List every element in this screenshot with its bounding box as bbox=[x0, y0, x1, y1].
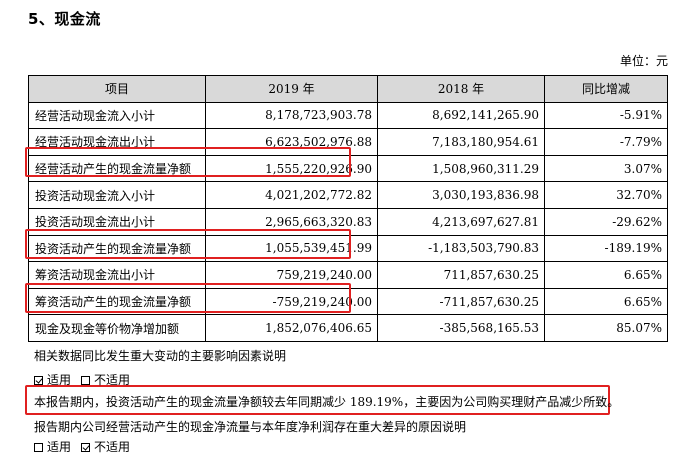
row-label: 投资活动产生的现金流量净额 bbox=[28, 234, 206, 263]
applicable-label: 适用 bbox=[47, 373, 72, 387]
value-2018: -1,183,503,790.83 bbox=[377, 234, 545, 263]
not-applicable-label: 不适用 bbox=[94, 373, 131, 387]
value-2019: 1,055,539,451.99 bbox=[205, 234, 378, 263]
value-2018: -385,568,165.53 bbox=[377, 314, 545, 342]
table-row: 经营活动现金流出小计 6,623,502,976.88 7,183,180,95… bbox=[28, 128, 668, 156]
table-row: 筹资活动产生的现金流量净额 -759,219,240.00 -711,857,6… bbox=[28, 287, 668, 316]
applicability-row-2: 适用 不适用 bbox=[34, 438, 130, 455]
checked-checkbox-icon[interactable] bbox=[81, 443, 91, 452]
header-2018: 2018 年 bbox=[377, 75, 545, 103]
table-row: 筹资活动现金流出小计 759,219,240.00 711,857,630.25… bbox=[28, 261, 668, 289]
value-2018: 4,213,697,627.81 bbox=[377, 207, 545, 236]
applicability-row: 适用 不适用 bbox=[34, 371, 130, 388]
value-2019: 1,555,220,926.90 bbox=[205, 154, 378, 183]
explanation-title: 相关数据同比发生重大变动的主要影响因素说明 bbox=[34, 349, 287, 363]
value-2019: 6,623,502,976.88 bbox=[205, 128, 378, 156]
value-change: 3.07% bbox=[544, 154, 668, 183]
value-change: -29.62% bbox=[544, 207, 668, 236]
cash-flow-table: 项目 2019 年 2018 年 同比增减 经营活动现金流入小计 8,178,7… bbox=[28, 75, 668, 342]
value-2019: 4,021,202,772.82 bbox=[205, 181, 378, 209]
value-change: -5.91% bbox=[544, 101, 668, 130]
checkbox-icon[interactable] bbox=[34, 443, 43, 452]
table-row: 经营活动产生的现金流量净额 1,555,220,926.90 1,508,960… bbox=[28, 154, 668, 183]
table-row: 投资活动现金流入小计 4,021,202,772.82 3,030,193,83… bbox=[28, 181, 668, 209]
value-change: 85.07% bbox=[544, 314, 668, 342]
row-label: 经营活动产生的现金流量净额 bbox=[28, 154, 206, 183]
value-change: -189.19% bbox=[544, 234, 668, 263]
explanation-text: 本报告期内，投资活动产生的现金流量净额较去年同期减少 189.19%，主要因为公… bbox=[34, 395, 620, 409]
value-change: 6.65% bbox=[544, 287, 668, 316]
unit-label: 单位：元 bbox=[619, 54, 668, 68]
not-applicable-label-2: 不适用 bbox=[94, 440, 131, 454]
value-2018: 3,030,193,836.98 bbox=[377, 181, 545, 209]
checked-checkbox-icon[interactable] bbox=[34, 376, 43, 385]
table-row: 投资活动现金流出小计 2,965,663,320.83 4,213,697,62… bbox=[28, 207, 668, 236]
applicable-label-2: 适用 bbox=[47, 440, 72, 454]
row-label: 筹资活动现金流出小计 bbox=[28, 261, 206, 289]
value-2019: 8,178,723,903.78 bbox=[205, 101, 378, 130]
value-2018: 7,183,180,954.61 bbox=[377, 128, 545, 156]
row-label: 投资活动现金流入小计 bbox=[28, 181, 206, 209]
section-title: 5、现金流 bbox=[28, 10, 101, 28]
table-row: 投资活动产生的现金流量净额 1,055,539,451.99 -1,183,50… bbox=[28, 234, 668, 263]
row-label: 经营活动现金流入小计 bbox=[28, 101, 206, 130]
row-label: 筹资活动产生的现金流量净额 bbox=[28, 287, 206, 316]
reason-title: 报告期内公司经营活动产生的现金净流量与本年度净利润存在重大差异的原因说明 bbox=[34, 420, 467, 434]
header-item: 项目 bbox=[28, 75, 206, 103]
table-row: 经营活动现金流入小计 8,178,723,903.78 8,692,141,26… bbox=[28, 101, 668, 130]
value-2019: 759,219,240.00 bbox=[205, 261, 378, 289]
header-change: 同比增减 bbox=[544, 75, 668, 103]
row-label: 经营活动现金流出小计 bbox=[28, 128, 206, 156]
value-2018: 711,857,630.25 bbox=[377, 261, 545, 289]
row-label: 现金及现金等价物净增加额 bbox=[28, 314, 206, 342]
value-2019: 2,965,663,320.83 bbox=[205, 207, 378, 236]
row-label: 投资活动现金流出小计 bbox=[28, 207, 206, 236]
value-2019: 1,852,076,406.65 bbox=[205, 314, 378, 342]
value-2018: 8,692,141,265.90 bbox=[377, 101, 545, 130]
value-change: 6.65% bbox=[544, 261, 668, 289]
value-change: -7.79% bbox=[544, 128, 668, 156]
table-row: 现金及现金等价物净增加额 1,852,076,406.65 -385,568,1… bbox=[28, 314, 668, 342]
unchecked-checkbox-icon[interactable] bbox=[81, 376, 91, 385]
table-header-row: 项目 2019 年 2018 年 同比增减 bbox=[28, 75, 668, 103]
value-2018: 1,508,960,311.29 bbox=[377, 154, 545, 183]
value-2018: -711,857,630.25 bbox=[377, 287, 545, 316]
value-2019: -759,219,240.00 bbox=[205, 287, 378, 316]
value-change: 32.70% bbox=[544, 181, 668, 209]
header-2019: 2019 年 bbox=[205, 75, 378, 103]
